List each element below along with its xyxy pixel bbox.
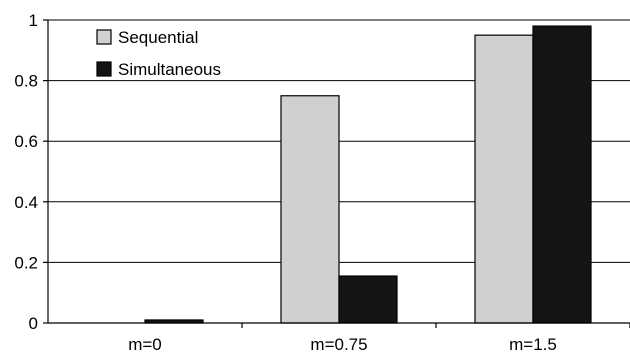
x-tick-label: m=0.75: [310, 335, 367, 354]
axes: [47, 20, 630, 328]
x-tick-labels: m=0 m=0.75 m=1.5: [128, 335, 557, 354]
x-tick-label: m=0: [128, 335, 162, 354]
bars: [144, 25, 592, 324]
legend-swatch-sequential: [96, 29, 112, 45]
y-tick-labels: 0 0.2 0.4 0.6 0.8 1: [14, 11, 38, 333]
legend-label-simultaneous: Simultaneous: [118, 60, 221, 79]
bar-sequential-2: [474, 34, 534, 324]
y-tick-label: 0.6: [14, 132, 38, 151]
bar-sequential-1: [280, 95, 340, 324]
legend-label-sequential: Sequential: [118, 28, 198, 47]
bar-simultaneous-2: [532, 25, 592, 324]
legend: Sequential Simultaneous: [96, 28, 221, 79]
x-tick-label: m=1.5: [509, 335, 557, 354]
legend-swatch-simultaneous: [96, 61, 112, 77]
y-tick-label: 0.2: [14, 253, 38, 272]
bar-simultaneous-1: [338, 275, 398, 324]
y-tick-label: 0.4: [14, 193, 38, 212]
y-tick-label: 1: [29, 11, 38, 30]
y-tick-label: 0: [29, 314, 38, 333]
y-tick-label: 0.8: [14, 72, 38, 91]
